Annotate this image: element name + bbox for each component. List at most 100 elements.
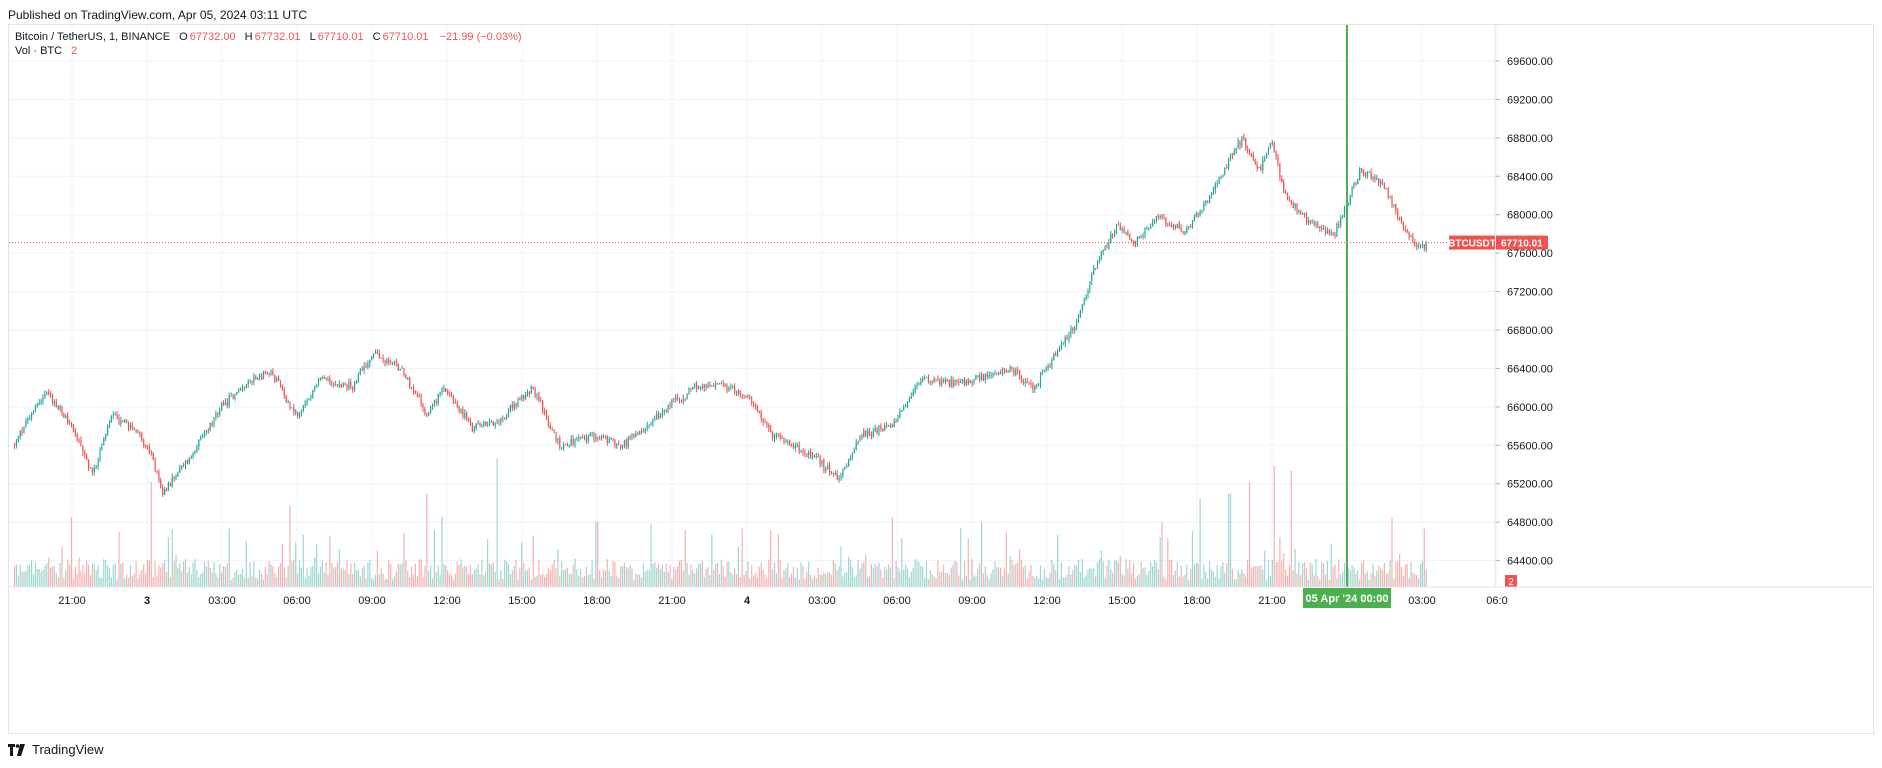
volume-bar bbox=[1207, 578, 1209, 587]
volume-bar bbox=[321, 560, 323, 587]
volume-legend: Vol · BTC 2 bbox=[15, 45, 79, 57]
candle-body bbox=[382, 357, 384, 361]
candle-body bbox=[542, 401, 544, 412]
volume-bar bbox=[230, 579, 232, 587]
volume-bar bbox=[857, 559, 859, 587]
volume-bar bbox=[1138, 574, 1140, 587]
candle-body bbox=[642, 431, 644, 433]
volume-bar bbox=[1241, 569, 1243, 587]
volume-bar bbox=[241, 568, 244, 587]
volume-bar bbox=[70, 517, 73, 587]
volume-bar bbox=[344, 570, 346, 587]
candle-body bbox=[962, 379, 964, 382]
candle-body bbox=[604, 435, 606, 437]
candle-body bbox=[538, 395, 540, 401]
volume-bar bbox=[547, 568, 549, 587]
candle-body bbox=[445, 388, 447, 392]
volume-bar bbox=[969, 579, 971, 587]
candle-body bbox=[498, 422, 500, 423]
chart-frame[interactable]: 64400.00 64800.00 65200.00 65600.00 66000.00… bbox=[8, 24, 1874, 734]
candle-body bbox=[971, 380, 973, 384]
candle-body bbox=[72, 424, 74, 430]
candle-body bbox=[572, 438, 574, 445]
volume-bar bbox=[430, 565, 432, 587]
volume-bar bbox=[228, 528, 230, 587]
volume-bar bbox=[870, 563, 872, 587]
volume-bar bbox=[143, 564, 145, 587]
volume-bar bbox=[1233, 579, 1235, 587]
volume-bar bbox=[756, 577, 758, 587]
volume-bar bbox=[331, 562, 333, 587]
volume-bar bbox=[342, 568, 344, 587]
candle-body bbox=[608, 438, 610, 443]
candle-body bbox=[1053, 353, 1055, 361]
volume-bar bbox=[853, 577, 855, 587]
y-tick-label: 65200.00 bbox=[1507, 479, 1553, 491]
volume-bar bbox=[591, 560, 593, 587]
candle-body bbox=[787, 440, 789, 443]
volume-bar bbox=[1005, 532, 1007, 587]
candle-body bbox=[65, 415, 67, 418]
volume-bar bbox=[517, 579, 519, 587]
candle-body bbox=[1096, 261, 1099, 269]
candle-body bbox=[585, 436, 587, 442]
candle-body bbox=[743, 395, 745, 397]
candle-body bbox=[1408, 231, 1410, 238]
volume-bar bbox=[688, 574, 690, 587]
volume-bar bbox=[534, 576, 536, 587]
volume-bar bbox=[595, 521, 597, 587]
candle-body bbox=[1231, 154, 1233, 156]
volume-bar bbox=[1026, 578, 1028, 587]
candle-body bbox=[1155, 216, 1157, 220]
volume-bar bbox=[308, 575, 310, 587]
volume-bar bbox=[154, 561, 156, 587]
volume-bar bbox=[696, 568, 698, 587]
candle-body bbox=[196, 446, 198, 452]
candle-body bbox=[591, 432, 593, 434]
candle-body bbox=[1313, 222, 1315, 226]
volume-bar bbox=[979, 563, 981, 587]
low-label: L bbox=[309, 31, 316, 43]
volume-bar bbox=[148, 560, 150, 587]
price-chart[interactable]: 64400.0064800.0065200.0065600.0066000.00… bbox=[9, 25, 1873, 733]
volume-bar bbox=[1152, 566, 1154, 587]
candle-body bbox=[1294, 204, 1296, 209]
candle-body bbox=[1077, 317, 1080, 323]
candle-body bbox=[133, 427, 135, 430]
candle-body bbox=[431, 403, 434, 407]
candle-body bbox=[253, 375, 255, 383]
volume-bar bbox=[1123, 575, 1125, 587]
volume-bar bbox=[1041, 579, 1043, 587]
candle-body bbox=[194, 451, 196, 453]
candle-body bbox=[644, 428, 646, 432]
candle-body bbox=[496, 422, 498, 423]
candle-body bbox=[452, 396, 454, 402]
volume-bar bbox=[209, 567, 211, 587]
candle-body bbox=[211, 422, 213, 426]
volume-bar bbox=[910, 571, 912, 587]
volume-bar bbox=[1114, 559, 1116, 587]
candle-body bbox=[1036, 384, 1038, 386]
volume-bar bbox=[781, 578, 783, 587]
candle-body bbox=[158, 472, 160, 481]
candle-body bbox=[794, 445, 796, 449]
candle-body bbox=[378, 353, 380, 358]
candle-body bbox=[437, 394, 439, 403]
volume-bar bbox=[1342, 572, 1344, 587]
volume-bar bbox=[477, 564, 479, 587]
volume-bar bbox=[606, 559, 608, 587]
volume-bar bbox=[369, 560, 371, 587]
candle-body bbox=[1315, 223, 1317, 226]
candle-body bbox=[635, 433, 637, 437]
candle-body bbox=[86, 455, 88, 461]
volume-bar bbox=[1349, 570, 1351, 587]
candle-body bbox=[1334, 233, 1336, 237]
candle-body bbox=[734, 386, 736, 393]
candle-body bbox=[416, 394, 418, 396]
volume-bar bbox=[1381, 569, 1384, 587]
candle-body bbox=[574, 439, 576, 445]
volume-bar bbox=[821, 574, 823, 587]
candle-body bbox=[1201, 210, 1203, 212]
volume-bar bbox=[158, 565, 160, 587]
volume-bar bbox=[661, 564, 663, 587]
